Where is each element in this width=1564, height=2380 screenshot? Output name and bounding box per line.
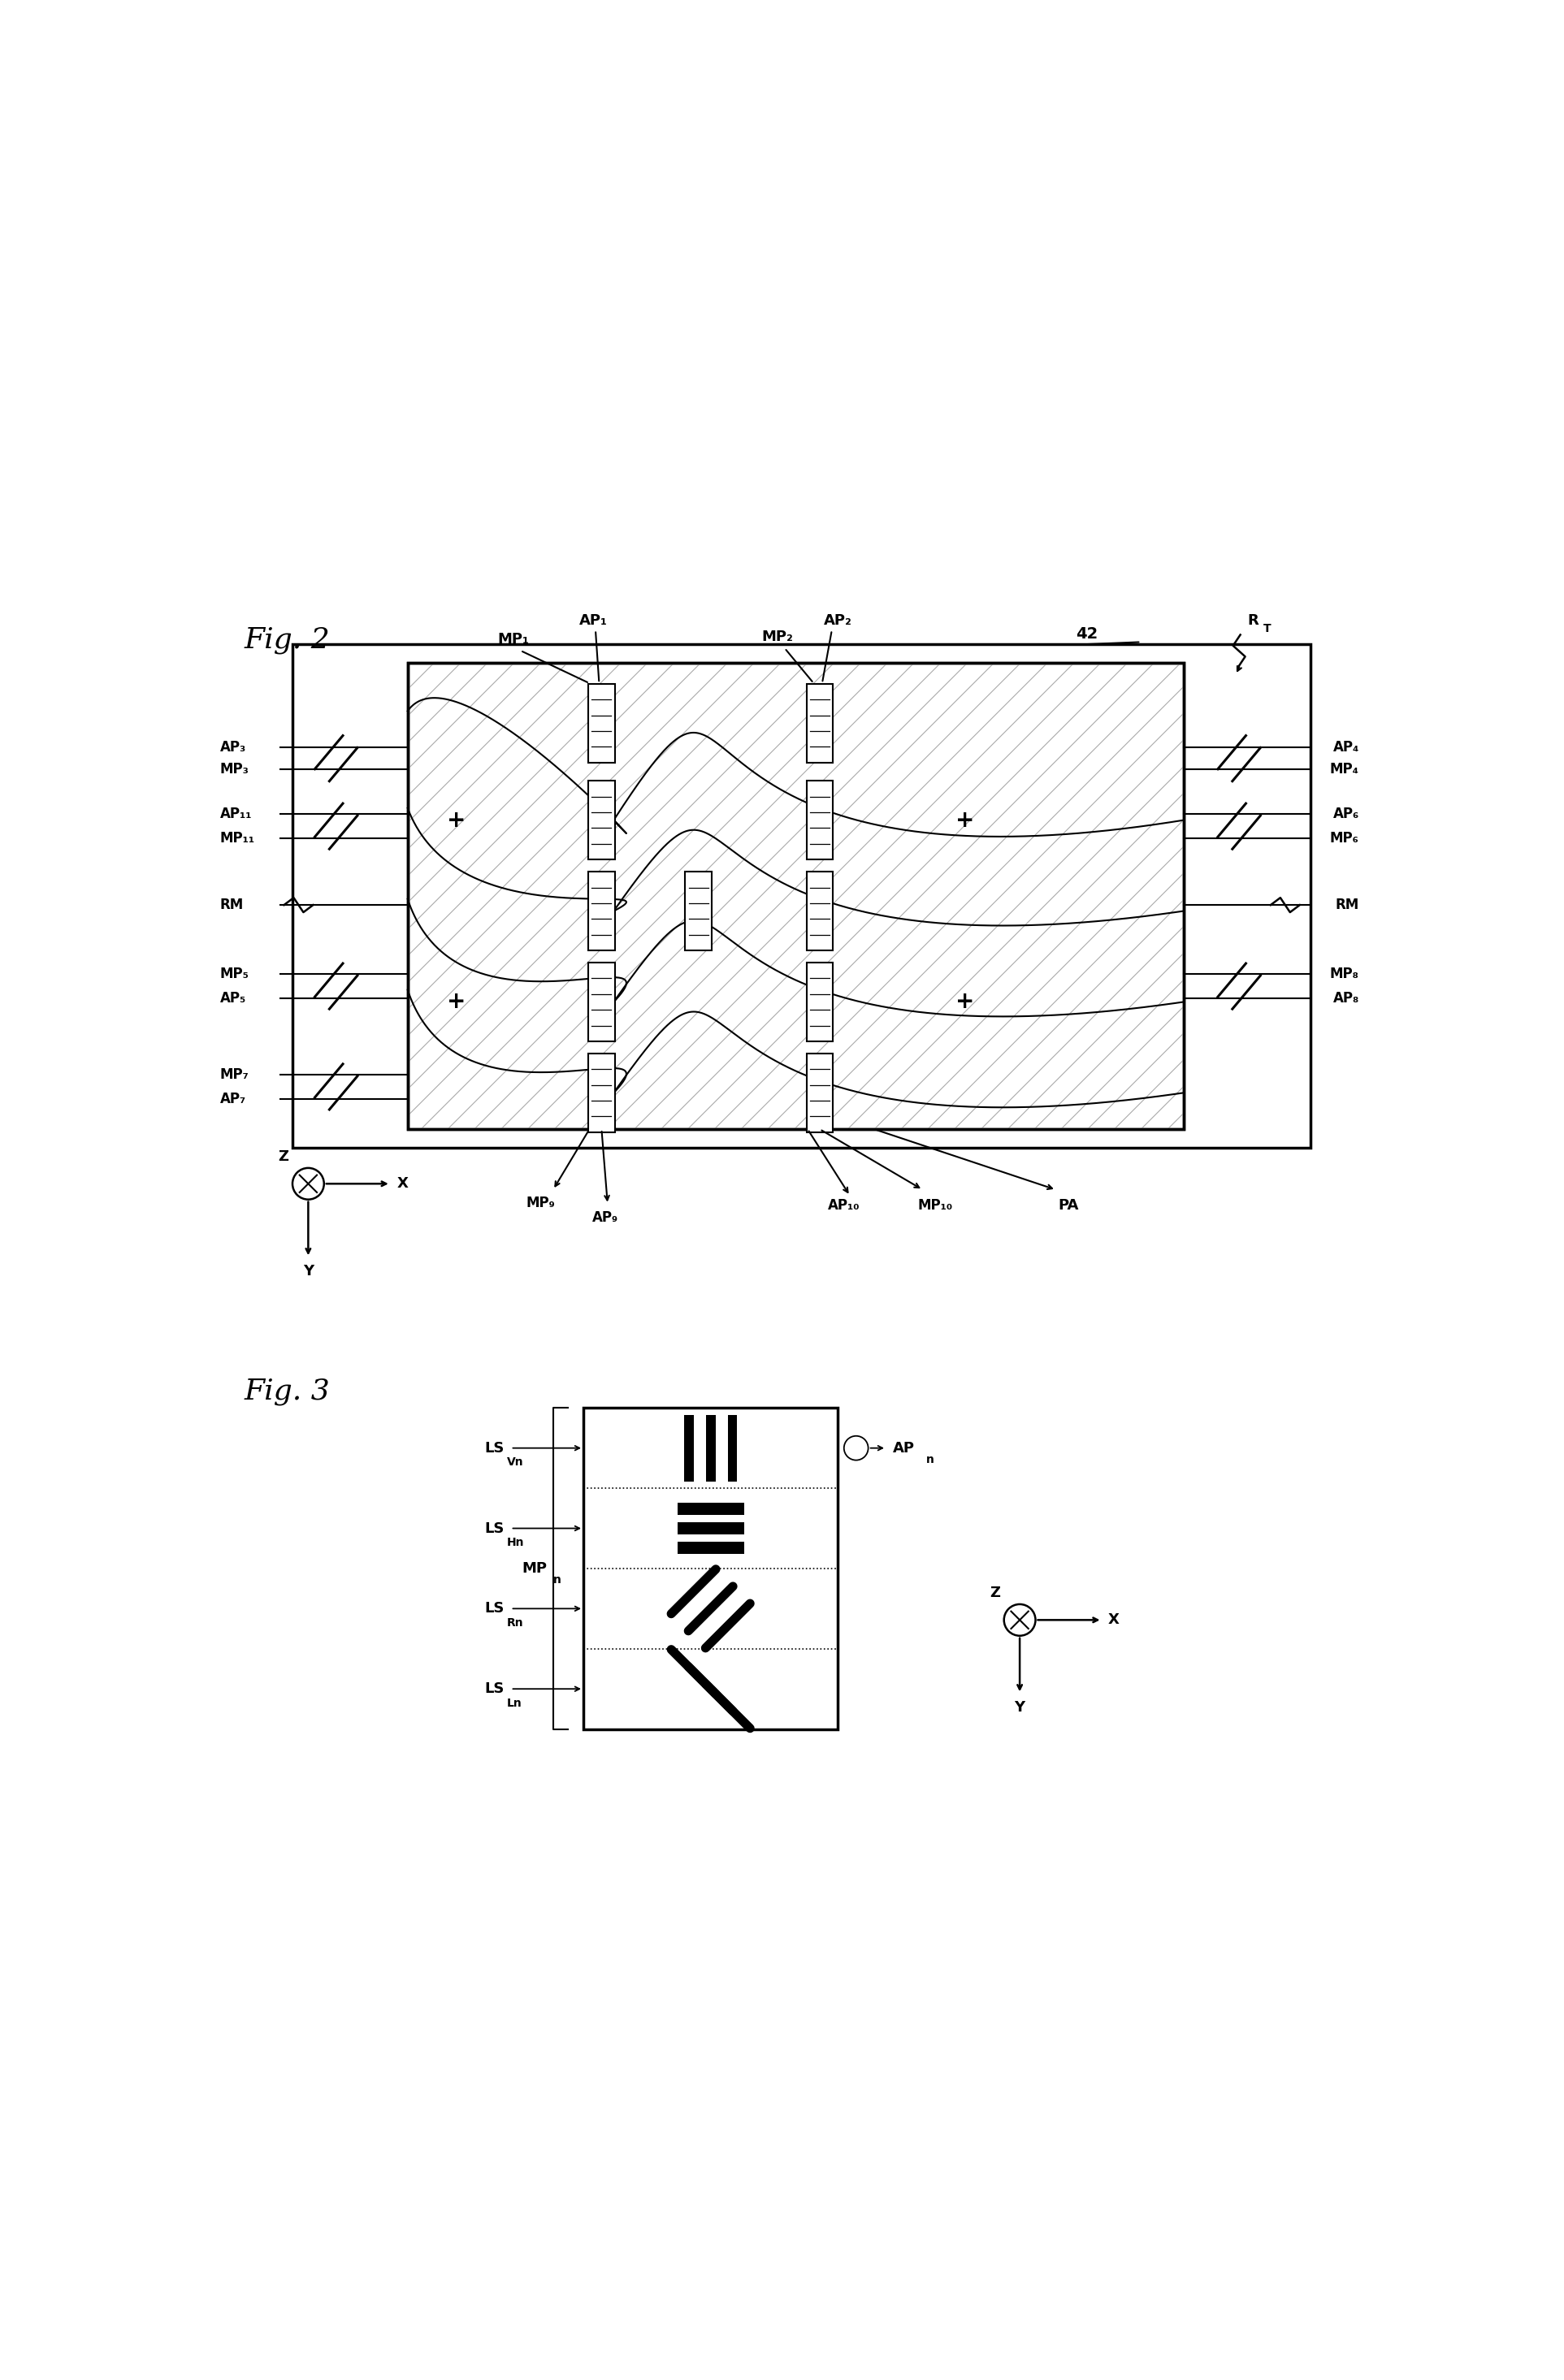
Text: n: n [926,1454,934,1466]
Text: +: + [956,990,974,1014]
Bar [683,1414,694,1480]
Bar [583,1409,838,1728]
Text: AP₁₀: AP₁₀ [827,1197,860,1214]
Text: MP₃: MP₃ [219,762,249,776]
Text: AP₃: AP₃ [219,740,246,754]
Bar [588,1054,615,1133]
Text: AP₆: AP₆ [1333,807,1359,821]
Bar [807,1054,834,1133]
Text: Y: Y [1015,1699,1024,1714]
Bar [705,1414,715,1480]
Bar [807,962,834,1042]
Text: Fig. 3: Fig. 3 [244,1378,330,1404]
Text: 42: 42 [1076,626,1098,643]
Bar [807,683,834,762]
Bar [408,662,1184,1128]
Text: AP₈: AP₈ [1333,990,1359,1007]
Bar [588,871,615,950]
Text: Ln: Ln [507,1697,522,1709]
Bar [807,781,834,859]
Text: LS: LS [485,1683,505,1697]
Bar [588,683,615,762]
Text: AP₄: AP₄ [1333,740,1359,754]
Bar [685,871,712,950]
Bar [677,1502,744,1516]
Text: PA: PA [1057,1197,1079,1214]
Text: T: T [1264,624,1272,635]
Text: n: n [554,1576,561,1585]
Bar [727,1414,737,1480]
Text: MP: MP [522,1561,547,1576]
Text: MP₄: MP₄ [1329,762,1359,776]
Bar [292,645,1311,1147]
Text: LS: LS [485,1602,505,1616]
Text: MP₁₁: MP₁₁ [219,831,255,845]
Text: Hn: Hn [507,1537,524,1549]
Circle shape [1004,1604,1035,1635]
Text: MP₂: MP₂ [762,631,793,645]
Text: AP₁: AP₁ [579,614,607,628]
Text: Z: Z [990,1585,1001,1602]
Text: Rn: Rn [507,1616,524,1628]
Text: +: + [447,990,466,1014]
Text: MP₅: MP₅ [219,966,249,981]
Text: LS: LS [485,1440,505,1454]
Text: AP₂: AP₂ [824,614,852,628]
Circle shape [292,1169,324,1200]
Bar [807,871,834,950]
Text: AP₅: AP₅ [219,990,246,1007]
Text: +: + [956,809,974,831]
Text: AP₁₁: AP₁₁ [219,807,252,821]
Text: MP₁₀: MP₁₀ [918,1197,952,1214]
Text: AP₉: AP₉ [593,1211,618,1226]
Text: X: X [1109,1614,1120,1628]
Text: Y: Y [303,1264,313,1278]
Text: X: X [397,1176,408,1190]
Bar [408,662,1184,1128]
Text: AP: AP [893,1440,915,1454]
Text: +: + [447,809,466,831]
Text: MP₇: MP₇ [219,1066,249,1083]
Text: MP₈: MP₈ [1329,966,1359,981]
Text: MP₆: MP₆ [1329,831,1359,845]
Text: Fig. 2: Fig. 2 [244,626,330,655]
Text: AP₇: AP₇ [219,1092,246,1107]
Bar [588,962,615,1042]
Text: Z: Z [278,1150,289,1164]
Text: MP₁: MP₁ [497,633,529,647]
Text: RM: RM [1336,897,1359,912]
Bar [677,1542,744,1554]
Text: MP₉: MP₉ [527,1195,555,1211]
Bar [588,781,615,859]
Text: RM: RM [219,897,244,912]
Text: Vn: Vn [507,1457,524,1468]
Text: LS: LS [485,1521,505,1535]
Bar [677,1523,744,1535]
Text: R: R [1248,614,1259,628]
